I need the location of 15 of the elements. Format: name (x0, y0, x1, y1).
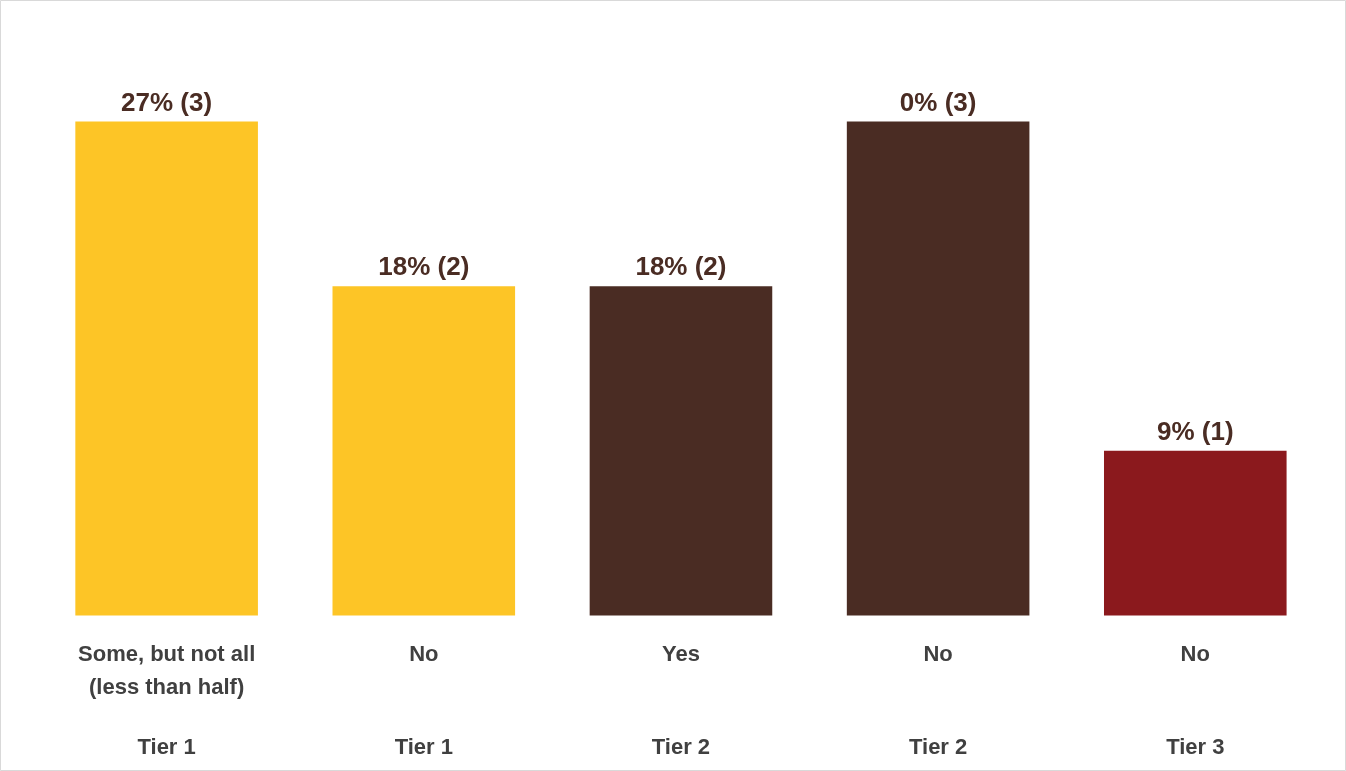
x-tick-label: No (923, 641, 953, 667)
x-tick-label: Some, but not all (less than half) (78, 641, 256, 699)
text: Tier 2 (651, 733, 711, 759)
data-label: 18% (2) (378, 251, 470, 282)
data-label: 0% (3) (899, 86, 977, 117)
data-label: 27% (3) (121, 86, 213, 117)
text: Tier 1 (394, 733, 453, 759)
x-tick-label: No (1180, 641, 1210, 667)
text: Tier 3 (1166, 733, 1225, 759)
x-tick-label: No (409, 641, 439, 667)
text: Tier 1 (137, 733, 196, 759)
data-label: 18% (2) (635, 251, 727, 282)
data-label: 9% (1) (1157, 416, 1234, 447)
text: Tier 2 (908, 733, 968, 759)
x-tick-label: Yes (661, 641, 700, 667)
